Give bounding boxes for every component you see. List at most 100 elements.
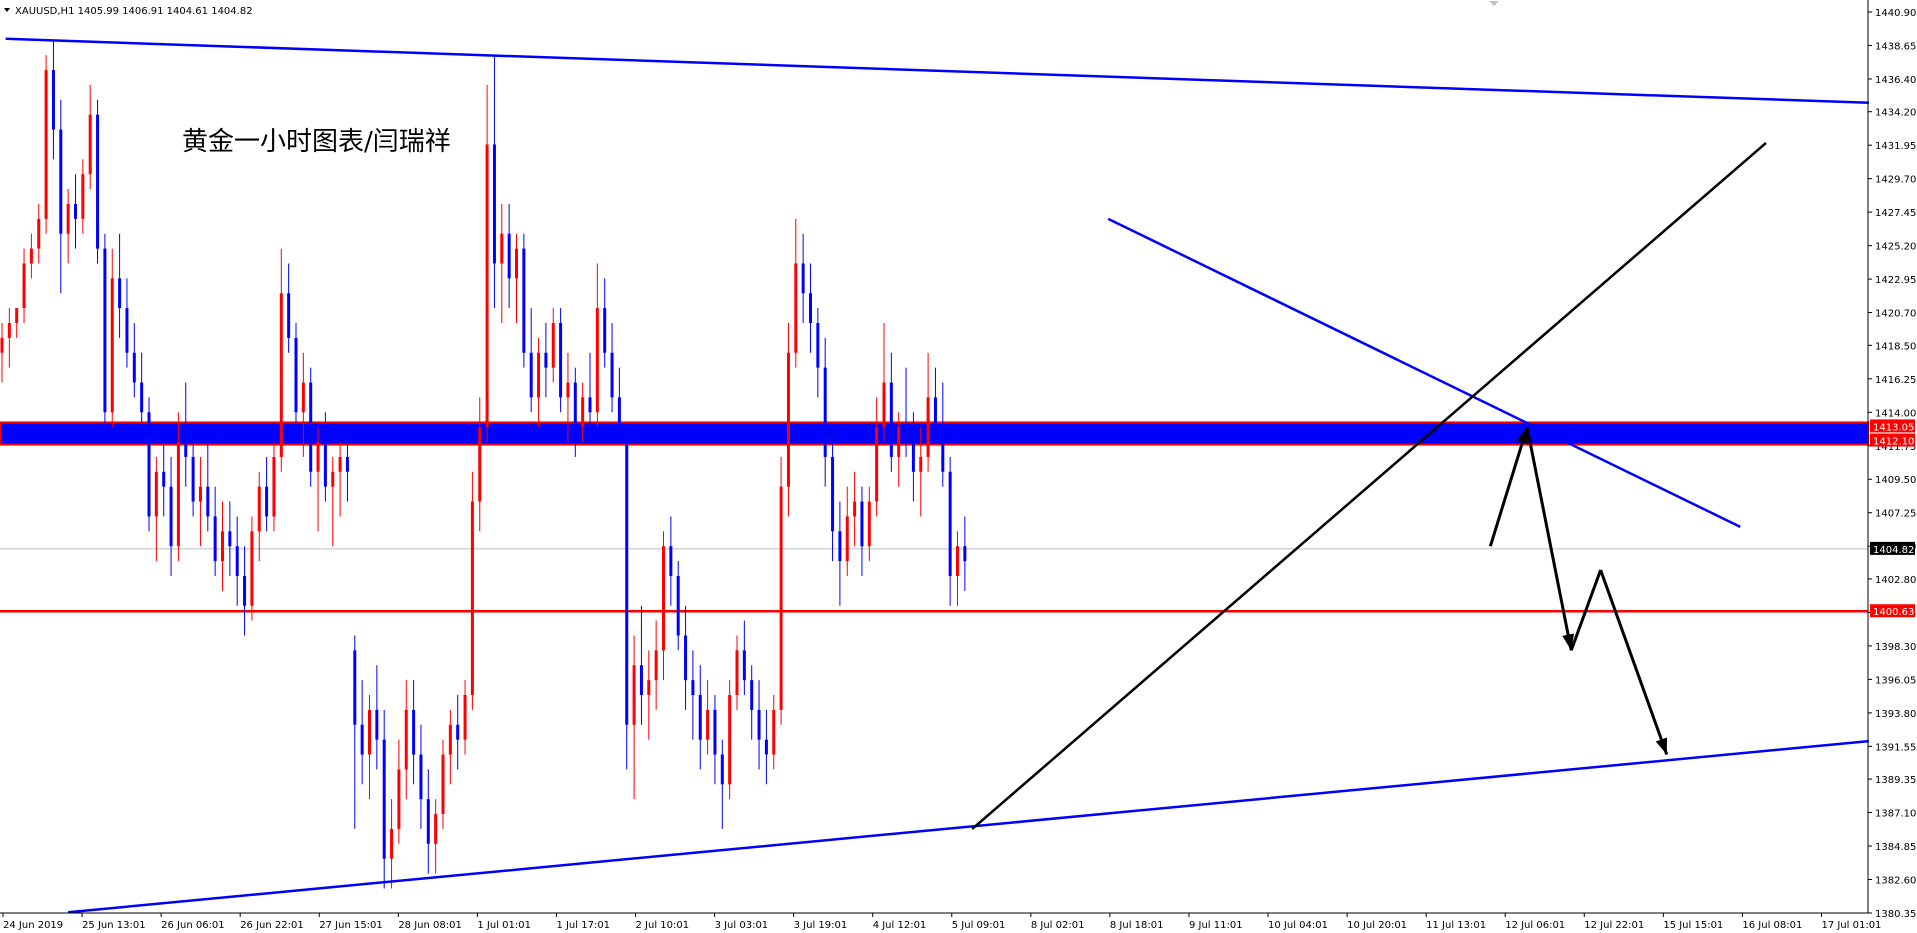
candle-body — [919, 456, 923, 472]
candle-body — [889, 382, 893, 457]
price-mark — [1870, 433, 1915, 447]
candle-body — [301, 382, 305, 413]
symbol-ohlc-label: XAUUSD,H1 1405.99 1406.91 1404.61 1404.8… — [15, 6, 253, 17]
price-axis[interactable]: 1440.90 1438.65 1436.40 1434.20 1431.95 1429.… — [1867, 0, 1916, 920]
candle-body — [37, 218, 41, 249]
candle-body — [500, 233, 504, 264]
candle-body — [507, 233, 511, 279]
candle-body — [221, 531, 224, 562]
candle-body — [478, 427, 482, 502]
candle-body — [882, 382, 886, 428]
trendline-upper-channel[interactable] — [5, 37, 1869, 105]
y-tick-label: 1396.05 — [1875, 675, 1916, 686]
y-tick-label: 1389.35 — [1875, 775, 1916, 786]
candle-body — [287, 293, 291, 338]
trendline-rising-support[interactable] — [971, 142, 1767, 830]
candle-body — [706, 709, 710, 740]
y-tick-label: 1438.65 — [1875, 41, 1916, 52]
shift-marker-icon[interactable] — [1489, 1, 1499, 6]
candle-body — [610, 352, 614, 398]
symbol-header: XAUUSD,H1 1405.99 1406.91 1404.61 1404.8… — [4, 6, 253, 17]
candle-body — [551, 322, 555, 368]
x-tick-label: 4 Jul 12:01 — [873, 920, 927, 931]
candle-body — [485, 144, 489, 428]
candle-body — [853, 501, 857, 517]
x-tick-label: 10 Jul 20:01 — [1347, 920, 1407, 931]
candle-body — [272, 456, 276, 517]
candle-body — [294, 337, 298, 413]
candle-body — [81, 174, 85, 219]
candle-body — [786, 352, 790, 487]
candle-body — [191, 456, 195, 502]
candle-body — [257, 486, 261, 532]
candle-body — [0, 337, 4, 353]
trendline-descending-resistance[interactable] — [1107, 217, 1741, 528]
candle-body — [390, 828, 394, 859]
candle-body — [279, 293, 283, 457]
trendline-lower-channel[interactable] — [68, 739, 1870, 914]
candle-body — [625, 427, 629, 725]
candle-body — [309, 382, 313, 472]
y-tick-label: 1380.35 — [1875, 909, 1916, 920]
x-tick-label: 8 Jul 18:01 — [1110, 920, 1164, 931]
candle-body — [463, 695, 467, 740]
candle-body — [779, 486, 783, 710]
y-tick-label: 1429.70 — [1875, 175, 1916, 186]
candle-body — [559, 322, 563, 398]
x-tick-label: 1 Jul 01:01 — [477, 920, 531, 931]
time-axis[interactable]: 24 Jun 2019 25 Jun 13:01 26 Jun 06:01 26 Ju… — [0, 912, 1881, 931]
candle-body — [66, 203, 70, 234]
candle-body — [728, 695, 732, 785]
candle-body — [323, 442, 327, 487]
candle-body — [750, 680, 754, 710]
y-tick-label: 1422.95 — [1875, 275, 1916, 286]
candle-body — [88, 114, 92, 175]
candle-body — [573, 382, 577, 428]
x-tick-label: 9 Jul 11:01 — [1189, 920, 1243, 931]
candle-body — [581, 397, 585, 428]
candle-body — [15, 308, 19, 323]
x-tick-label: 5 Jul 09:01 — [952, 920, 1006, 931]
candle-body — [816, 322, 820, 368]
candle-body — [213, 516, 217, 562]
candle-body — [515, 248, 518, 279]
candle-body — [794, 263, 798, 353]
candle-body — [529, 352, 533, 398]
price-mark-label: 1413.05 — [1873, 422, 1914, 433]
candle-body — [676, 575, 680, 636]
y-tick-label: 1409.50 — [1875, 475, 1916, 486]
price-marks: 1413.05 1412.10 1404.82 1400.63 — [1870, 419, 1915, 618]
x-tick-label: 24 Jun 2019 — [3, 920, 63, 931]
x-tick-label: 8 Jul 02:01 — [1031, 920, 1085, 931]
candle-body — [29, 248, 33, 264]
price-mark — [1870, 541, 1915, 555]
candle-body — [904, 427, 908, 443]
candle-body — [860, 501, 864, 547]
candle-body — [368, 709, 371, 755]
candle-body — [331, 471, 335, 487]
candle-body — [74, 203, 77, 219]
candle-body — [96, 114, 100, 249]
candle-body — [838, 531, 842, 562]
candle-body — [537, 352, 541, 398]
candle-body — [603, 308, 607, 353]
candle-body — [691, 680, 695, 696]
candle-body — [360, 724, 364, 755]
candle-body — [206, 486, 210, 517]
y-tick-label: 1387.10 — [1875, 809, 1916, 820]
y-tick-label: 1382.60 — [1875, 876, 1916, 887]
candle-body — [897, 427, 901, 457]
y-tick-label: 1407.25 — [1875, 509, 1916, 520]
candle-body — [639, 665, 643, 696]
candle-body — [809, 293, 812, 323]
y-tick-label: 1391.55 — [1875, 742, 1916, 753]
candle-body — [698, 695, 702, 740]
candle-body — [316, 442, 320, 472]
candle-body — [162, 471, 166, 487]
y-tick-label: 1436.40 — [1875, 75, 1916, 86]
trendlines[interactable] — [5, 37, 1870, 914]
y-tick-label: 1416.25 — [1875, 375, 1916, 386]
y-tick-label: 1398.30 — [1875, 642, 1916, 653]
chevron-down-icon[interactable] — [4, 8, 10, 12]
